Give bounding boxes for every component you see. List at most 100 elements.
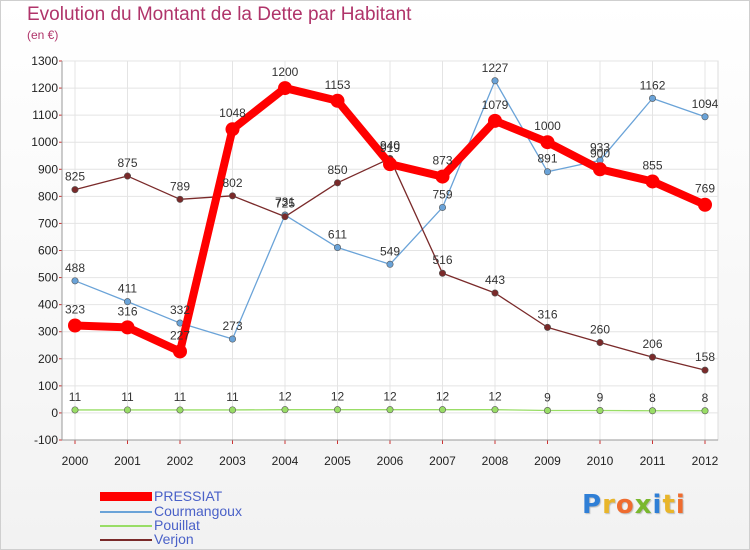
data-point-pressiat [593,162,607,176]
data-point-pouillat [439,406,445,412]
data-label-pressiat: 323 [65,302,85,316]
data-point-verjon [282,213,288,219]
x-tick-label: 2009 [534,454,561,468]
y-tick-label: 700 [38,216,58,230]
data-point-pouillat [597,407,603,413]
data-point-courmangoux [334,244,340,250]
data-label-pouillat: 9 [544,390,551,404]
data-point-verjon [229,193,235,199]
legend-label-verjon: Verjon [154,531,194,547]
data-label-pouillat: 12 [331,390,345,404]
data-label-pouillat: 12 [383,390,397,404]
data-point-courmangoux [387,261,393,267]
data-point-pouillat [387,406,393,412]
data-point-pressiat [488,114,502,128]
data-label-courmangoux: 1227 [482,61,509,75]
data-label-pressiat: 873 [432,154,452,168]
data-point-pouillat [282,406,288,412]
logo-letter: P [582,490,602,520]
logo-letter: i [676,490,686,520]
data-point-verjon [124,173,130,179]
data-label-verjon: 789 [170,179,190,193]
data-point-pouillat [72,407,78,413]
data-label-pouillat: 12 [436,390,450,404]
data-label-verjon: 516 [432,253,452,267]
logo-letter: r [602,490,616,520]
data-point-verjon [649,354,655,360]
data-point-pouillat [702,408,708,414]
data-label-pouillat: 12 [488,390,502,404]
data-point-pressiat [331,94,345,108]
legend-swatch-verjon [100,539,152,541]
data-label-pressiat: 1153 [325,78,351,92]
data-point-pressiat [121,320,135,334]
x-tick-label: 2001 [114,454,141,468]
data-point-verjon [492,290,498,296]
data-label-courmangoux: 332 [170,303,190,317]
data-label-courmangoux: 1162 [640,78,666,92]
y-tick-label: 1300 [31,54,58,68]
data-label-pouillat: 12 [278,390,292,404]
data-point-pouillat [334,406,340,412]
x-tick-label: 2006 [377,454,404,468]
x-tick-label: 2003 [219,454,246,468]
x-tick-label: 2008 [482,454,509,468]
data-point-verjon [597,339,603,345]
data-label-pouillat: 9 [597,390,604,404]
data-label-verjon: 725 [275,197,295,211]
data-label-pressiat: 769 [695,182,715,196]
y-tick-label: 1200 [31,81,58,95]
x-tick-label: 2002 [167,454,194,468]
y-tick-label: 200 [38,352,58,366]
data-label-pressiat: 900 [590,146,610,160]
data-point-pressiat [436,170,450,184]
data-label-verjon: 802 [222,176,242,190]
y-tick-label: 300 [38,325,58,339]
data-point-pouillat [124,407,130,413]
x-tick-label: 2011 [640,454,666,468]
data-point-verjon [72,186,78,192]
data-label-verjon: 443 [485,273,505,287]
y-tick-label: 1100 [32,108,58,122]
data-point-pressiat [68,318,82,332]
data-label-pressiat: 316 [117,304,137,318]
x-tick-label: 2004 [272,454,299,468]
data-label-pressiat: 1048 [219,106,246,120]
y-tick-label: 400 [38,298,58,312]
data-label-verjon: 260 [590,323,610,337]
data-point-courmangoux [649,95,655,101]
data-label-verjon: 206 [642,337,662,351]
data-point-verjon [334,180,340,186]
legend-swatch-courmangoux [100,511,152,513]
data-point-pouillat [649,408,655,414]
data-label-verjon: 875 [117,156,137,170]
data-label-courmangoux: 891 [537,152,557,166]
y-tick-label: 100 [38,379,58,393]
data-point-pouillat [229,407,235,413]
data-point-pouillat [492,406,498,412]
data-label-pressiat: 227 [170,328,190,342]
y-tick-label: 500 [38,271,58,285]
legend-swatch-pressiat [100,492,152,501]
data-point-pressiat [226,122,240,136]
data-label-courmangoux: 549 [380,244,400,258]
data-label-courmangoux: 611 [328,228,347,242]
data-point-pressiat [698,198,712,212]
proxiti-logo: Proxiti [582,490,686,520]
data-point-courmangoux [72,278,78,284]
data-label-pouillat: 8 [649,391,656,405]
data-point-courmangoux [702,114,708,120]
data-label-verjon: 850 [327,163,347,177]
data-label-pressiat: 919 [380,141,400,155]
data-label-verjon: 158 [695,350,715,364]
data-point-courmangoux [544,169,550,175]
x-tick-label: 2005 [324,454,351,468]
data-label-courmangoux: 411 [118,282,137,296]
data-label-pressiat: 1000 [534,119,561,133]
x-tick-label: 2012 [692,454,719,468]
y-tick-label: 600 [38,244,58,258]
x-tick-label: 2010 [587,454,614,468]
y-tick-label: 800 [38,189,58,203]
y-tick-label: 900 [38,162,58,176]
data-point-verjon [702,367,708,373]
